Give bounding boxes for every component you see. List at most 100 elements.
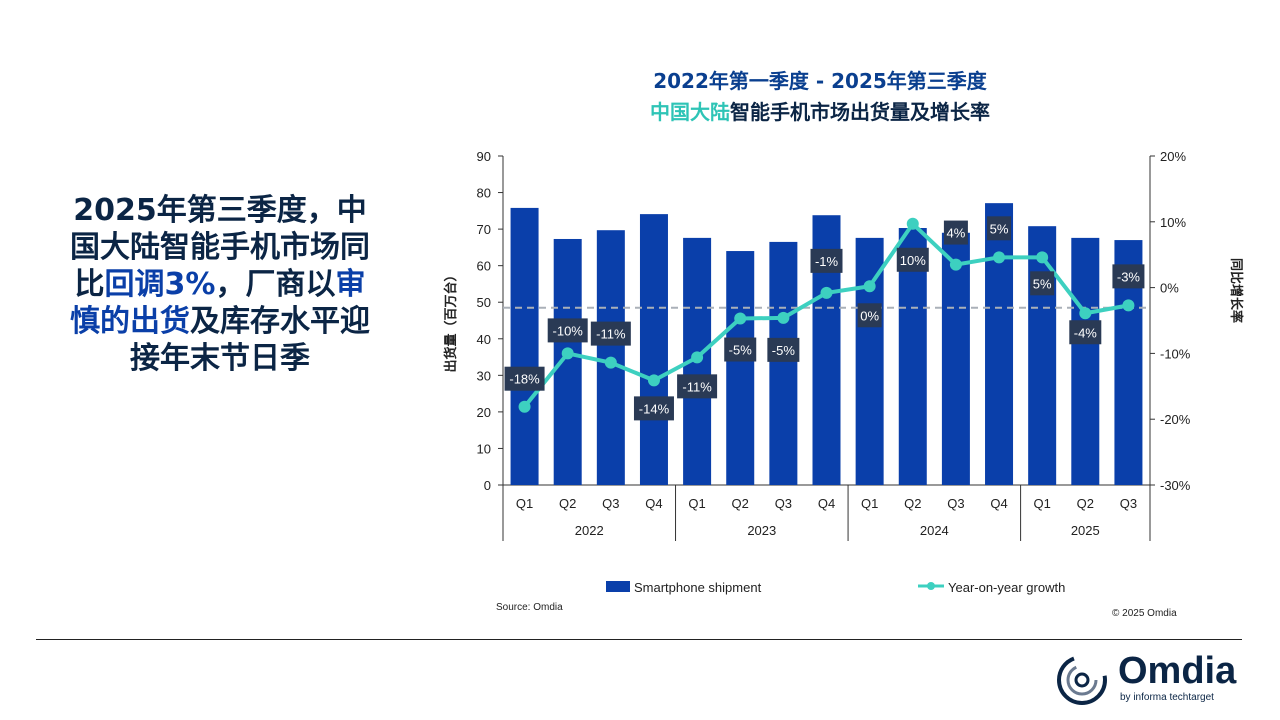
year-label: 2022 [575, 523, 604, 538]
x-tick-label: Q2 [1077, 496, 1094, 511]
omdia-logo-icon [1057, 655, 1107, 705]
data-label: 5% [990, 221, 1009, 236]
y-tick-label: 0 [484, 478, 491, 493]
bar [769, 241, 798, 485]
headline: 2025年第三季度，中国大陆智能手机市场同比回调3%，厂商以审慎的出货及库存水平… [60, 192, 380, 377]
bar [855, 237, 884, 485]
y-tick-label: 90 [477, 149, 491, 164]
x-tick-label: Q4 [645, 496, 662, 511]
x-tick-label: Q1 [688, 496, 705, 511]
y-tick-label: 80 [477, 186, 491, 201]
data-label: -5% [772, 343, 796, 358]
y-tick-label: 50 [477, 295, 491, 310]
growth-point [993, 251, 1006, 264]
legend-swatch-point [927, 582, 935, 590]
data-label: -10% [553, 323, 584, 338]
x-tick-label: Q3 [947, 496, 964, 511]
bar [510, 207, 539, 486]
bar [726, 251, 755, 485]
data-label-box [590, 321, 631, 346]
data-label: -3% [1117, 269, 1141, 284]
x-tick-label: Q1 [861, 496, 878, 511]
x-tick-label: Q2 [559, 496, 576, 511]
y-axis-label: 出货量（百万台） [443, 268, 459, 372]
data-label-box [987, 216, 1012, 241]
x-tick-label: Q2 [904, 496, 921, 511]
data-label: -14% [639, 401, 670, 416]
data-label: -18% [509, 372, 540, 387]
data-label-box [1069, 320, 1102, 345]
y-tick-label: 20 [477, 405, 491, 420]
data-label-box [724, 337, 757, 362]
headline-text: ，厂商以 [215, 267, 336, 302]
bar [941, 232, 970, 485]
x-tick-label: Q3 [1120, 496, 1137, 511]
data-label-box [1030, 271, 1055, 296]
growth-point [820, 286, 833, 299]
data-label-box [896, 247, 929, 272]
growth-point [518, 400, 531, 413]
y2-tick-label: 10% [1160, 215, 1186, 230]
y-tick-label: 10 [477, 441, 491, 456]
divider [36, 639, 1242, 640]
legend-swatch-bar [606, 581, 630, 592]
data-label-box [1112, 264, 1145, 289]
x-tick-label: Q4 [818, 496, 835, 511]
data-label-box [504, 366, 545, 391]
y2-tick-label: 0% [1160, 281, 1179, 296]
bar [1071, 237, 1100, 485]
headline-highlight: 审慎的出货 [70, 267, 366, 339]
x-tick-label: Q2 [732, 496, 749, 511]
headline-text: 2025年第三季度，中国大陆智能手机市场同比 [70, 193, 370, 302]
data-label: 5% [1033, 276, 1052, 291]
y2-axis-label: 同比增长率 [1228, 258, 1244, 323]
data-label: 0% [860, 308, 879, 323]
headline-text: 及库存水平迎接年末节日季 [130, 304, 370, 376]
chart-title: 2022年第一季度 - 2025年第三季度 中国大陆智能手机市场出货量及增长率 [520, 66, 1120, 128]
title-teal: 中国大陆 [650, 100, 730, 124]
omdia-logo: Omdia by informa techtarget [1056, 650, 1246, 708]
bar [639, 214, 668, 485]
logo-word: Omdia [1118, 650, 1237, 692]
source-note: Source: Omdia [496, 602, 563, 613]
growth-point [691, 351, 704, 364]
x-tick-label: Q4 [990, 496, 1007, 511]
y2-tick-label: -30% [1160, 478, 1191, 493]
y2-tick-label: -10% [1160, 346, 1191, 361]
data-label: -5% [729, 343, 753, 358]
growth-point [734, 312, 747, 325]
bar [1028, 226, 1057, 486]
data-label: 4% [947, 226, 966, 241]
y-tick-label: 60 [477, 259, 491, 274]
copyright: © 2025 Omdia [1112, 608, 1177, 619]
bar [985, 203, 1014, 485]
growth-point [906, 217, 919, 230]
x-tick-label: Q3 [602, 496, 619, 511]
y2-tick-label: 20% [1160, 149, 1186, 164]
data-label-box [943, 220, 968, 245]
data-label-box [810, 248, 843, 273]
headline-highlight: 回调3% [104, 267, 216, 302]
y2-tick-label: -20% [1160, 412, 1191, 427]
y-tick-label: 70 [477, 222, 491, 237]
growth-point [949, 258, 962, 271]
x-tick-label: Q3 [775, 496, 792, 511]
year-label: 2025 [1071, 523, 1100, 538]
growth-point [1079, 307, 1092, 320]
data-label-box [857, 303, 882, 328]
legend-label: Year-on-year growth [948, 580, 1065, 595]
growth-point [777, 311, 790, 324]
data-label: -1% [815, 254, 839, 269]
data-label-box [767, 337, 800, 362]
x-tick-label: Q1 [1033, 496, 1050, 511]
title-line1: 2022年第一季度 - 2025年第三季度 [653, 69, 987, 93]
data-label-box [547, 318, 588, 343]
growth-point [863, 280, 876, 293]
data-label: 10% [900, 253, 926, 268]
growth-point [1036, 251, 1049, 264]
data-label: -11% [682, 379, 712, 394]
year-label: 2024 [920, 523, 949, 538]
x-tick-label: Q1 [516, 496, 533, 511]
bar [553, 238, 582, 485]
